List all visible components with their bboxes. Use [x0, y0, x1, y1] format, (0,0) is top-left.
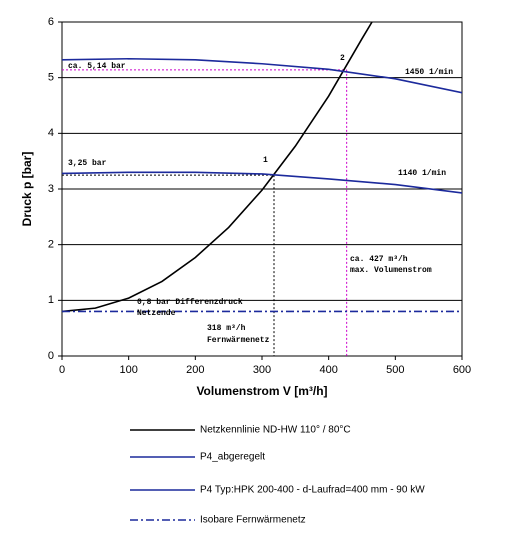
x-tick-label: 400 [319, 364, 337, 376]
series-line [62, 22, 373, 313]
y-tick-label: 5 [48, 72, 54, 84]
annotation: 1140 1/min [398, 169, 446, 178]
legend-label: P4_abgeregelt [200, 452, 265, 463]
annotation: 1 [263, 156, 268, 165]
legend-label: Isobare Fernwärmenetz [200, 515, 306, 526]
x-tick-label: 600 [453, 364, 471, 376]
annotation: max. Volumenstrom [350, 266, 432, 275]
plot-frame [61, 21, 463, 357]
x-tick-label: 300 [253, 364, 271, 376]
x-axis-title: Volumenstrom V [m³/h] [196, 384, 327, 398]
annotation: 3,25 bar [68, 159, 107, 168]
legend-label: Netzkennlinie ND-HW 110° / 80°C [200, 425, 351, 436]
annotation: 1450 1/min [405, 68, 453, 77]
annotation: ca. 5,14 bar [68, 62, 126, 71]
annotation: 318 m³/h [207, 324, 246, 333]
annotation: Fernwärmenetz [207, 336, 270, 345]
annotation: ca. 427 m³/h [350, 255, 408, 264]
series-line [62, 171, 462, 194]
x-tick-label: 100 [119, 364, 137, 376]
annotation: Netzende [137, 309, 176, 318]
y-tick-label: 3 [48, 183, 54, 195]
series-line [62, 57, 462, 94]
y-tick-label: 2 [48, 239, 54, 251]
x-tick-label: 0 [59, 364, 65, 376]
annotation: 0,8 bar Differenzdruck [137, 298, 243, 307]
y-axis-title: Druck p [bar] [20, 152, 34, 227]
y-tick-label: 6 [48, 16, 54, 28]
y-tick-label: 4 [48, 127, 54, 139]
legend-label: P4 Typ:HPK 200-400 - d-Laufrad=400 mm - … [200, 485, 425, 496]
x-tick-label: 500 [386, 364, 404, 376]
y-tick-label: 1 [48, 294, 54, 306]
annotation: 2 [340, 54, 345, 63]
x-tick-label: 200 [186, 364, 204, 376]
y-tick-label: 0 [48, 350, 54, 362]
